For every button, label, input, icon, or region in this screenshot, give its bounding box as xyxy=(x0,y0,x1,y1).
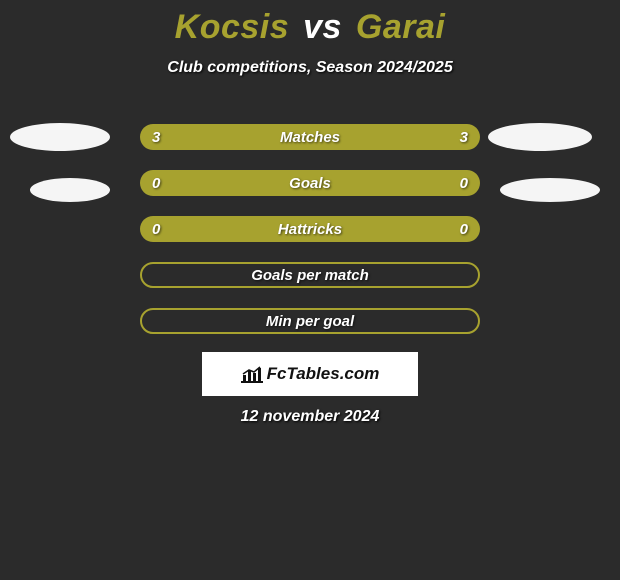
stat-label: Goals per match xyxy=(251,267,369,284)
stat-label: Matches xyxy=(280,129,340,146)
stat-right-value: 0 xyxy=(460,221,468,238)
stat-row-goals: 0 Goals 0 xyxy=(140,170,480,196)
stats-container: 3 Matches 3 0 Goals 0 0 Hattricks 0 Goal… xyxy=(140,124,480,354)
stat-label: Goals xyxy=(289,175,331,192)
badge-text: FcTables.com xyxy=(267,364,380,384)
player2-photo-small xyxy=(500,178,600,202)
stat-label: Min per goal xyxy=(266,313,354,330)
stat-row-min-per-goal: Min per goal xyxy=(140,308,480,334)
player1-photo-small xyxy=(30,178,110,202)
vs-text: vs xyxy=(303,8,342,46)
stat-left-value: 3 xyxy=(152,129,160,146)
subtitle: Club competitions, Season 2024/2025 xyxy=(0,59,620,77)
stat-left-value: 0 xyxy=(152,175,160,192)
page-title: Kocsis vs Garai xyxy=(0,0,620,47)
player2-photo-large xyxy=(488,123,592,151)
stat-row-matches: 3 Matches 3 xyxy=(140,124,480,150)
stat-label: Hattricks xyxy=(278,221,342,238)
player2-name: Garai xyxy=(356,8,445,46)
player1-photo-large xyxy=(10,123,110,151)
player1-name: Kocsis xyxy=(175,8,290,46)
stat-right-value: 0 xyxy=(460,175,468,192)
stat-left-value: 0 xyxy=(152,221,160,238)
date-text: 12 november 2024 xyxy=(0,408,620,426)
stat-right-value: 3 xyxy=(460,129,468,146)
stat-row-hattricks: 0 Hattricks 0 xyxy=(140,216,480,242)
bar-chart-icon xyxy=(241,365,263,383)
stat-row-goals-per-match: Goals per match xyxy=(140,262,480,288)
fctables-badge[interactable]: FcTables.com xyxy=(202,352,418,396)
